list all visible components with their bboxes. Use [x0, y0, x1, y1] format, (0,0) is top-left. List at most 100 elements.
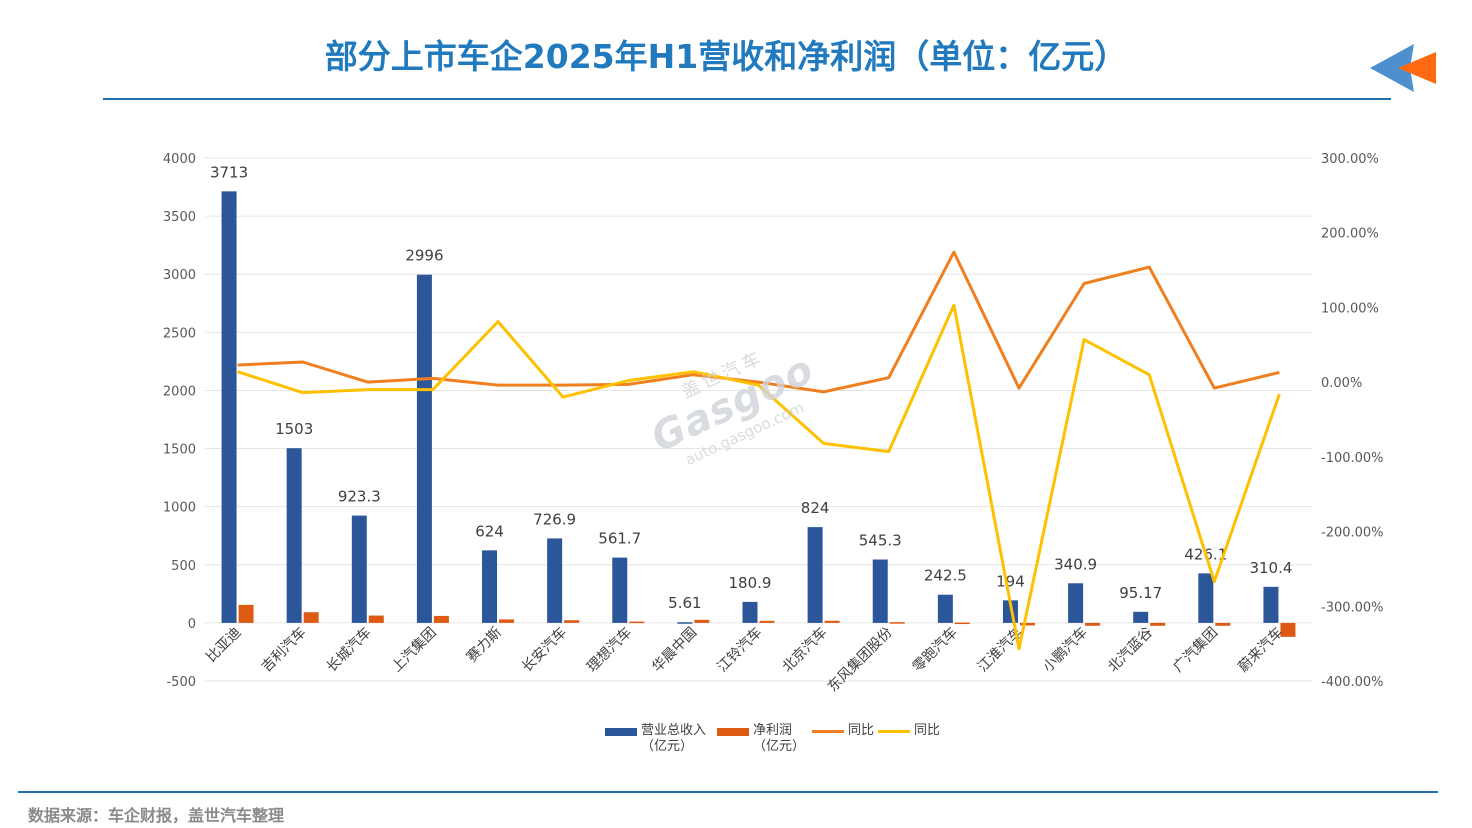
category-label: 上汽集团	[388, 624, 440, 676]
legend-label-yoy-yellow: 同比	[914, 723, 941, 738]
bar-revenue	[221, 191, 237, 623]
bar-revenue-data-label: 5.61	[668, 594, 701, 612]
bar-net-profit	[499, 619, 515, 623]
back-arrow-icon[interactable]	[1368, 40, 1438, 96]
left-axis-tick-label: 0	[188, 617, 196, 632]
bar-revenue-data-label: 3713	[210, 163, 248, 181]
category-label: 小鹏汽车	[1039, 624, 1091, 676]
bar-revenue-data-label: 180.9	[729, 574, 772, 592]
category-label: 赛力斯	[464, 625, 505, 666]
right-axis-tick-label: -200.00%	[1321, 526, 1384, 541]
category-label: 广汽集团	[1170, 624, 1222, 676]
category-label: 零跑汽车	[909, 624, 961, 676]
bar-revenue-data-label: 824	[801, 499, 830, 517]
data-source-note: 数据来源：车企财报，盖世汽车整理	[28, 806, 285, 825]
bar-revenue	[872, 559, 888, 623]
left-axis-tick-label: 1000	[163, 501, 196, 516]
bar-revenue-data-label: 310.4	[1249, 559, 1292, 577]
legend-sub-net-profit: （亿元）	[753, 739, 806, 754]
category-label: 北京汽车	[779, 624, 831, 676]
left-axis-tick-label: 2000	[163, 384, 196, 399]
legend-swatch-revenue	[605, 728, 637, 736]
bar-revenue	[612, 557, 628, 623]
category-label: 吉利汽车	[258, 624, 310, 676]
category-label: 理想汽车	[583, 624, 635, 676]
bar-net-profit	[433, 615, 449, 623]
legend-label-yoy-orange: 同比	[848, 723, 875, 738]
bar-net-profit	[1150, 622, 1166, 626]
bar-revenue-data-label: 340.9	[1054, 555, 1097, 573]
category-label: 蔚来汽车	[1235, 624, 1287, 676]
bar-revenue	[1263, 586, 1279, 623]
bar-net-profit	[694, 619, 710, 623]
bar-revenue	[547, 538, 563, 623]
left-axis-tick-label: 4000	[163, 152, 196, 167]
bar-revenue	[286, 448, 302, 623]
bar-net-profit	[368, 615, 384, 623]
bar-net-profit	[1019, 622, 1035, 626]
bar-net-profit	[1085, 622, 1101, 626]
bar-revenue-data-label: 561.7	[598, 530, 641, 548]
bar-revenue-data-label: 624	[475, 522, 504, 540]
bar-revenue-data-label: 95.17	[1119, 584, 1162, 602]
bar-revenue-data-label: 194	[996, 572, 1025, 590]
bar-net-profit	[954, 622, 970, 625]
bar-revenue	[482, 550, 498, 623]
category-label: 江铃汽车	[714, 624, 766, 676]
legend-swatch-yoy-yellow	[878, 730, 910, 733]
right-axis-tick-label: -100.00%	[1321, 451, 1384, 466]
bar-revenue	[1133, 611, 1149, 623]
left-axis-tick-label: 3000	[163, 268, 196, 283]
bar-revenue-data-label: 1503	[275, 420, 313, 438]
right-axis-tick-label: -300.00%	[1321, 600, 1384, 615]
bar-net-profit	[238, 604, 254, 623]
legend-label-net-profit: 净利润	[753, 723, 793, 738]
bar-revenue	[1068, 583, 1084, 623]
bar-net-profit	[889, 622, 905, 624]
right-axis-tick-label: 300.00%	[1321, 152, 1379, 167]
legend-label-revenue: 营业总收入	[641, 723, 707, 738]
bar-net-profit	[629, 621, 645, 624]
bar-revenue-data-label: 545.3	[859, 532, 902, 550]
bar-revenue	[1198, 573, 1214, 623]
category-label: 北汽蓝谷	[1105, 625, 1156, 676]
bar-revenue-data-label: 923.3	[338, 488, 381, 506]
left-axis-tick-label: 500	[171, 559, 196, 574]
legend-swatch-yoy-orange	[812, 730, 844, 733]
footer-divider	[18, 791, 1438, 793]
category-label: 华晨中国	[649, 625, 700, 676]
category-label: 东风集团股份	[824, 624, 895, 695]
bar-net-profit	[564, 620, 580, 623]
bar-revenue	[937, 594, 953, 623]
category-label: 长安汽车	[518, 624, 570, 676]
bar-revenue	[677, 622, 693, 624]
right-axis-tick-label: 100.00%	[1321, 301, 1379, 316]
bar-revenue	[416, 274, 432, 623]
legend-swatch-net-profit	[717, 728, 749, 736]
left-axis-tick-label: -500	[166, 675, 196, 690]
bar-net-profit	[1280, 622, 1296, 637]
bar-revenue	[807, 527, 823, 623]
title-divider	[103, 98, 1391, 100]
right-axis-tick-label: 200.00%	[1321, 227, 1379, 242]
left-axis-tick-label: 3500	[163, 210, 196, 225]
bar-net-profit	[1215, 622, 1231, 626]
bar-revenue	[351, 515, 367, 623]
bar-net-profit	[303, 612, 319, 623]
bar-revenue-data-label: 242.5	[924, 567, 967, 585]
bar-revenue-data-label: 2996	[405, 247, 443, 265]
bar-revenue-data-label: 726.9	[533, 510, 576, 528]
left-axis-tick-label: 2500	[163, 326, 196, 341]
right-axis-tick-label: 0.00%	[1321, 376, 1362, 391]
bar-net-profit	[759, 620, 775, 623]
line-yoy-yellow	[237, 303, 1281, 651]
category-label: 比亚迪	[203, 625, 244, 666]
chart-title: 部分上市车企2025年H1营收和净利润（单位：亿元）	[324, 37, 1128, 76]
legend-sub-revenue: （亿元）	[641, 739, 694, 754]
bar-net-profit	[824, 620, 840, 623]
category-label: 长城汽车	[323, 624, 375, 676]
left-axis-tick-label: 1500	[163, 443, 196, 458]
line-yoy-orange	[237, 250, 1280, 394]
bar-revenue	[742, 601, 758, 623]
